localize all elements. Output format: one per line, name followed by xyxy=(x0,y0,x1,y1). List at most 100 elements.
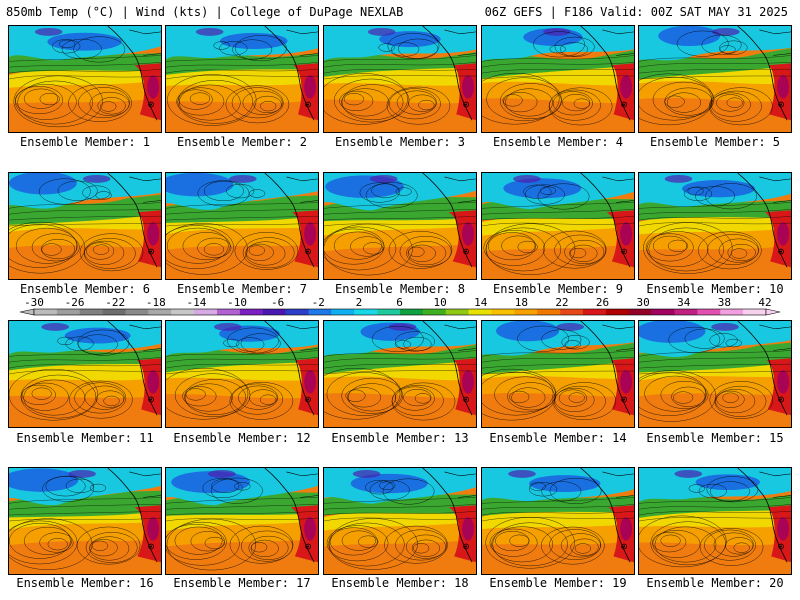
ensemble-member-map xyxy=(165,467,319,575)
colorbar-segment xyxy=(651,309,675,315)
colorbar-left-arrow xyxy=(19,308,35,316)
ensemble-member-map xyxy=(481,320,635,428)
ensemble-member-map xyxy=(8,25,162,133)
colorbar-tick-label: -18 xyxy=(146,296,166,309)
colorbar-tick-label: 30 xyxy=(637,296,650,309)
member-label: Ensemble Member: 1 xyxy=(19,135,151,149)
ensemble-member-map xyxy=(638,467,792,575)
colorbar-tick-label: -14 xyxy=(187,296,207,309)
member-label: Ensemble Member: 6 xyxy=(19,282,151,296)
colorbar-segment xyxy=(560,309,584,315)
member-label: Ensemble Member: 19 xyxy=(489,576,627,590)
temperature-map xyxy=(324,321,476,427)
ensemble-member-map xyxy=(638,172,792,280)
ensemble-member-map xyxy=(481,25,635,133)
ensemble-member-map xyxy=(638,320,792,428)
member-label: Ensemble Member: 8 xyxy=(334,282,466,296)
temperature-map xyxy=(482,173,634,279)
colorbar-segment xyxy=(194,309,218,315)
temperature-map xyxy=(9,26,161,132)
colorbar-tick-label: -30 xyxy=(24,296,44,309)
ensemble-member-map xyxy=(323,467,477,575)
ensemble-member-map xyxy=(165,25,319,133)
temperature-map xyxy=(639,321,791,427)
temperature-map xyxy=(639,173,791,279)
colorbar-tick-label: 14 xyxy=(474,296,488,309)
member-label: Ensemble Member: 12 xyxy=(173,431,311,445)
ensemble-member-map xyxy=(8,320,162,428)
colorbar-tick-label: 18 xyxy=(515,296,528,309)
ensemble-member-map xyxy=(481,467,635,575)
member-label: Ensemble Member: 2 xyxy=(176,135,308,149)
colorbar-segment xyxy=(514,309,538,315)
colorbar-tick-label: 34 xyxy=(677,296,691,309)
member-label: Ensemble Member: 13 xyxy=(331,431,469,445)
colorbar-segment xyxy=(34,309,58,315)
member-label: Ensemble Member: 20 xyxy=(646,576,784,590)
temperature-map xyxy=(166,26,318,132)
member-label: Ensemble Member: 3 xyxy=(334,135,466,149)
colorbar-tick-label: -2 xyxy=(312,296,325,309)
member-label: Ensemble Member: 10 xyxy=(646,282,784,296)
temperature-map xyxy=(482,26,634,132)
temperature-map xyxy=(324,468,476,574)
temperature-map xyxy=(324,26,476,132)
colorbar-segment xyxy=(743,309,767,315)
temperature-map xyxy=(9,321,161,427)
colorbar-segment xyxy=(422,309,447,315)
ensemble-member-map xyxy=(165,320,319,428)
colorbar-segment xyxy=(583,309,607,315)
colorbar-tick-label: 38 xyxy=(718,296,731,309)
colorbar-segment xyxy=(148,309,172,315)
colorbar-segment xyxy=(354,309,378,315)
colorbar-segment xyxy=(674,309,698,315)
member-label: Ensemble Member: 11 xyxy=(16,431,154,445)
ensemble-member-map xyxy=(8,172,162,280)
colorbar-segment xyxy=(400,309,424,315)
colorbar-segment xyxy=(262,309,286,315)
colorbar-segment xyxy=(308,309,332,315)
temperature-map xyxy=(166,321,318,427)
colorbar-segment xyxy=(445,309,469,315)
colorbar-segment xyxy=(217,309,241,315)
colorbar-segment xyxy=(102,309,126,315)
colorbar-tick-label: 26 xyxy=(596,296,609,309)
colorbar-segment xyxy=(171,309,195,315)
temperature-map xyxy=(166,173,318,279)
ensemble-member-map xyxy=(323,320,477,428)
colorbar-segment xyxy=(125,309,149,315)
temperature-map xyxy=(324,173,476,279)
colorbar-tick-label: 2 xyxy=(356,296,363,309)
colorbar-tick-label: -22 xyxy=(105,296,125,309)
colorbar-right-arrow xyxy=(765,308,781,316)
temperature-map xyxy=(9,173,161,279)
member-label: Ensemble Member: 9 xyxy=(492,282,624,296)
temperature-map xyxy=(482,468,634,574)
colorbar-tick-label: -10 xyxy=(227,296,247,309)
member-label: Ensemble Member: 7 xyxy=(176,282,308,296)
colorbar-segment xyxy=(468,309,492,315)
colorbar-segment xyxy=(239,309,264,315)
member-label: Ensemble Member: 4 xyxy=(492,135,624,149)
colorbar-tick-label: -26 xyxy=(65,296,85,309)
colorbar-segment xyxy=(720,309,744,315)
colorbar-segment xyxy=(331,309,355,315)
member-label: Ensemble Member: 17 xyxy=(173,576,311,590)
ensemble-member-map xyxy=(481,172,635,280)
ensemble-member-map xyxy=(8,467,162,575)
colorbar-segment xyxy=(537,309,561,315)
ensemble-member-map xyxy=(638,25,792,133)
ensemble-member-map xyxy=(165,172,319,280)
temperature-map xyxy=(482,321,634,427)
temperature-map xyxy=(166,468,318,574)
colorbar-segment xyxy=(377,309,401,315)
member-label: Ensemble Member: 5 xyxy=(649,135,781,149)
colorbar-tick-label: 42 xyxy=(758,296,771,309)
member-label: Ensemble Member: 16 xyxy=(16,576,154,590)
colorbar-segment xyxy=(79,309,103,315)
temperature-map xyxy=(639,26,791,132)
colorbar-tick-label: 10 xyxy=(433,296,446,309)
colorbar-segment xyxy=(56,309,81,315)
ensemble-member-map xyxy=(323,25,477,133)
colorbar-segment xyxy=(628,309,652,315)
